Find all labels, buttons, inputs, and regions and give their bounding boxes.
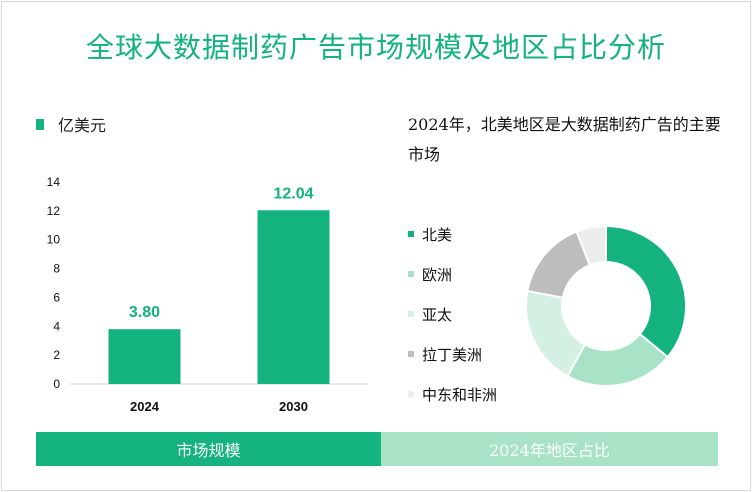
unit-label: 亿美元 <box>36 112 106 136</box>
bar-2030 <box>257 210 330 384</box>
bar-2024 <box>108 329 181 384</box>
unit-text: 亿美元 <box>58 116 107 135</box>
y-tick-label: 0 <box>53 377 60 391</box>
legend-item: 拉丁美洲 <box>408 334 497 374</box>
y-tick-label: 2 <box>53 348 60 362</box>
legend-item: 中东和非洲 <box>408 374 497 414</box>
legend-label: 亚太 <box>422 305 453 324</box>
x-tick-label: 2024 <box>130 399 160 414</box>
y-tick-label: 4 <box>53 319 60 333</box>
legend-label: 中东和非洲 <box>422 385 498 404</box>
y-tick-label: 10 <box>47 233 61 247</box>
y-tick-label: 6 <box>53 290 60 304</box>
legend-swatch <box>408 271 414 277</box>
legend-swatch <box>408 311 414 317</box>
y-tick-label: 8 <box>53 262 60 276</box>
legend-label: 欧洲 <box>422 265 453 284</box>
data-label: 3.80 <box>129 304 160 321</box>
data-label: 12.04 <box>273 185 313 202</box>
legend-label: 北美 <box>422 225 453 244</box>
donut-slice-中东和非洲 <box>575 224 607 267</box>
y-tick-label: 14 <box>47 175 61 189</box>
footer-left: 市场规模 <box>36 432 381 466</box>
description-text: 2024年，北美地区是大数据制药广告的主要市场 <box>408 115 721 164</box>
legend-swatch <box>408 351 414 357</box>
pie-legend: 北美欧洲亚太拉丁美洲中东和非洲 <box>408 214 497 414</box>
donut-slice-北美 <box>605 224 687 359</box>
legend-item: 北美 <box>408 214 497 254</box>
legend-label: 拉丁美洲 <box>422 345 483 364</box>
legend-swatch <box>408 391 414 397</box>
y-tick-label: 12 <box>47 204 61 218</box>
page-title: 全球大数据制药广告市场规模及地区占比分析 <box>85 31 666 64</box>
legend-item: 亚太 <box>408 294 497 334</box>
x-tick-label: 2030 <box>279 399 308 414</box>
legend-swatch <box>408 231 414 237</box>
footer-right: 2024年地区占比 <box>381 432 718 466</box>
legend-item: 欧洲 <box>408 254 497 294</box>
unit-marker <box>36 118 44 130</box>
